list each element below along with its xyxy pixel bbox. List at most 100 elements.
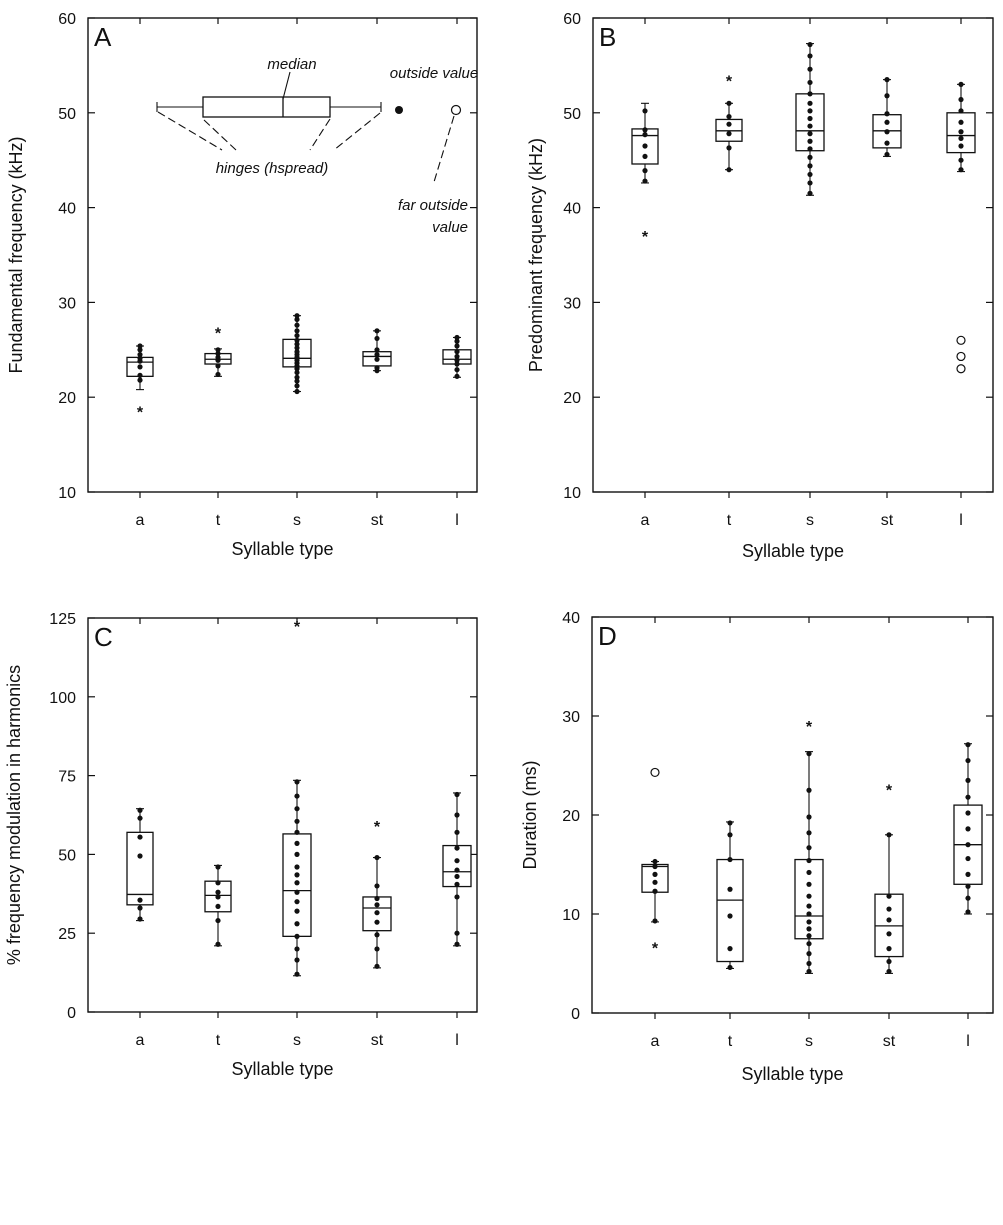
data-point — [807, 123, 813, 129]
data-point — [807, 100, 813, 106]
data-point — [726, 121, 732, 127]
data-point — [965, 826, 971, 832]
data-point — [294, 328, 300, 334]
box-group-st: * — [362, 819, 392, 969]
y-axis-label: Predominant frequency (kHz) — [526, 138, 546, 372]
data-point — [886, 832, 892, 838]
box-group-st — [872, 77, 902, 158]
data-point — [294, 957, 300, 963]
x-tick-label: st — [881, 512, 894, 529]
data-point — [374, 902, 380, 908]
x-tick-label: s — [806, 512, 814, 529]
panel-c: 0 25 50 75 100 125 a t s st l Syllable type % freque… — [4, 611, 478, 1079]
y-tick-label: 50 — [563, 106, 581, 123]
data-point — [965, 855, 971, 862]
data-point — [958, 157, 964, 163]
data-point — [726, 100, 732, 106]
data-point — [726, 113, 732, 120]
y-axis-label: Fundamental frequency (kHz) — [6, 136, 26, 373]
data-point — [965, 871, 971, 878]
x-tick-label: l — [455, 1032, 459, 1049]
data-point — [374, 963, 380, 969]
data-point — [965, 794, 971, 800]
data-point — [215, 350, 221, 357]
data-point — [958, 167, 964, 173]
data-point — [454, 373, 460, 379]
data-point — [137, 807, 143, 813]
y-tick-label: 10 — [563, 485, 581, 502]
data-point — [137, 351, 143, 358]
data-point — [807, 154, 813, 160]
y-tick-label: 30 — [563, 295, 581, 312]
data-point — [294, 341, 300, 347]
data-point — [294, 864, 300, 870]
data-point — [884, 129, 890, 135]
data-point — [642, 127, 648, 133]
data-point — [294, 908, 300, 914]
data-point — [652, 879, 658, 885]
x-tick-label: t — [728, 1033, 733, 1050]
data-point — [806, 960, 812, 967]
data-point — [642, 168, 648, 174]
data-point — [374, 932, 380, 938]
key-far-outside-label: far outside — [398, 197, 468, 214]
data-point — [374, 919, 380, 925]
key-leader — [157, 111, 223, 151]
data-point — [806, 941, 812, 947]
data-point — [886, 917, 892, 923]
x-axis-label: Syllable type — [742, 541, 844, 561]
y-axis-label: Duration (ms) — [520, 760, 540, 869]
data-point — [374, 356, 380, 362]
data-point — [727, 886, 733, 892]
box-group-s: * — [282, 619, 312, 977]
outside-value-marker: * — [374, 819, 381, 836]
data-point — [454, 334, 460, 341]
data-point — [294, 383, 300, 389]
x-tick-label: a — [136, 512, 145, 529]
data-point — [958, 81, 964, 87]
data-point — [294, 946, 300, 952]
box-group-s — [282, 313, 312, 395]
data-point — [137, 905, 143, 911]
data-point — [137, 364, 143, 370]
data-point — [726, 131, 732, 137]
data-point — [965, 810, 971, 816]
box-group-a: * — [631, 102, 659, 246]
plot-frame — [87, 17, 478, 493]
data-point — [807, 79, 813, 86]
y-tick-label: 75 — [58, 769, 76, 786]
data-point — [886, 968, 892, 975]
data-point — [294, 880, 300, 886]
outside-value-marker: * — [806, 719, 813, 736]
data-point — [806, 919, 812, 925]
key-box — [202, 96, 331, 118]
key-outside-label: outside value — [390, 65, 478, 82]
y-tick-label: 30 — [562, 709, 580, 726]
data-point — [294, 899, 300, 905]
data-point — [215, 371, 221, 378]
box-group-a — [126, 807, 154, 922]
y-tick-label: 40 — [562, 610, 580, 627]
y-tick-label: 100 — [49, 690, 76, 707]
data-point — [807, 138, 813, 144]
x-tick-label: st — [883, 1033, 896, 1050]
data-point — [806, 814, 812, 820]
data-point — [642, 132, 648, 138]
x-tick-label: st — [371, 512, 384, 529]
data-point — [807, 146, 813, 152]
x-tick-label: a — [136, 1032, 145, 1049]
y-tick-label: 20 — [563, 390, 581, 407]
data-point — [807, 108, 813, 114]
data-point — [137, 834, 143, 840]
data-point — [958, 129, 964, 135]
key-median-label: median — [267, 56, 316, 73]
data-point — [965, 777, 971, 783]
data-point — [884, 140, 890, 146]
data-point — [374, 946, 380, 952]
data-point — [965, 842, 971, 848]
key-leader — [203, 119, 237, 151]
data-point — [215, 941, 221, 947]
box-group-st: * — [874, 782, 904, 975]
data-point — [884, 151, 890, 158]
data-point — [374, 365, 380, 371]
